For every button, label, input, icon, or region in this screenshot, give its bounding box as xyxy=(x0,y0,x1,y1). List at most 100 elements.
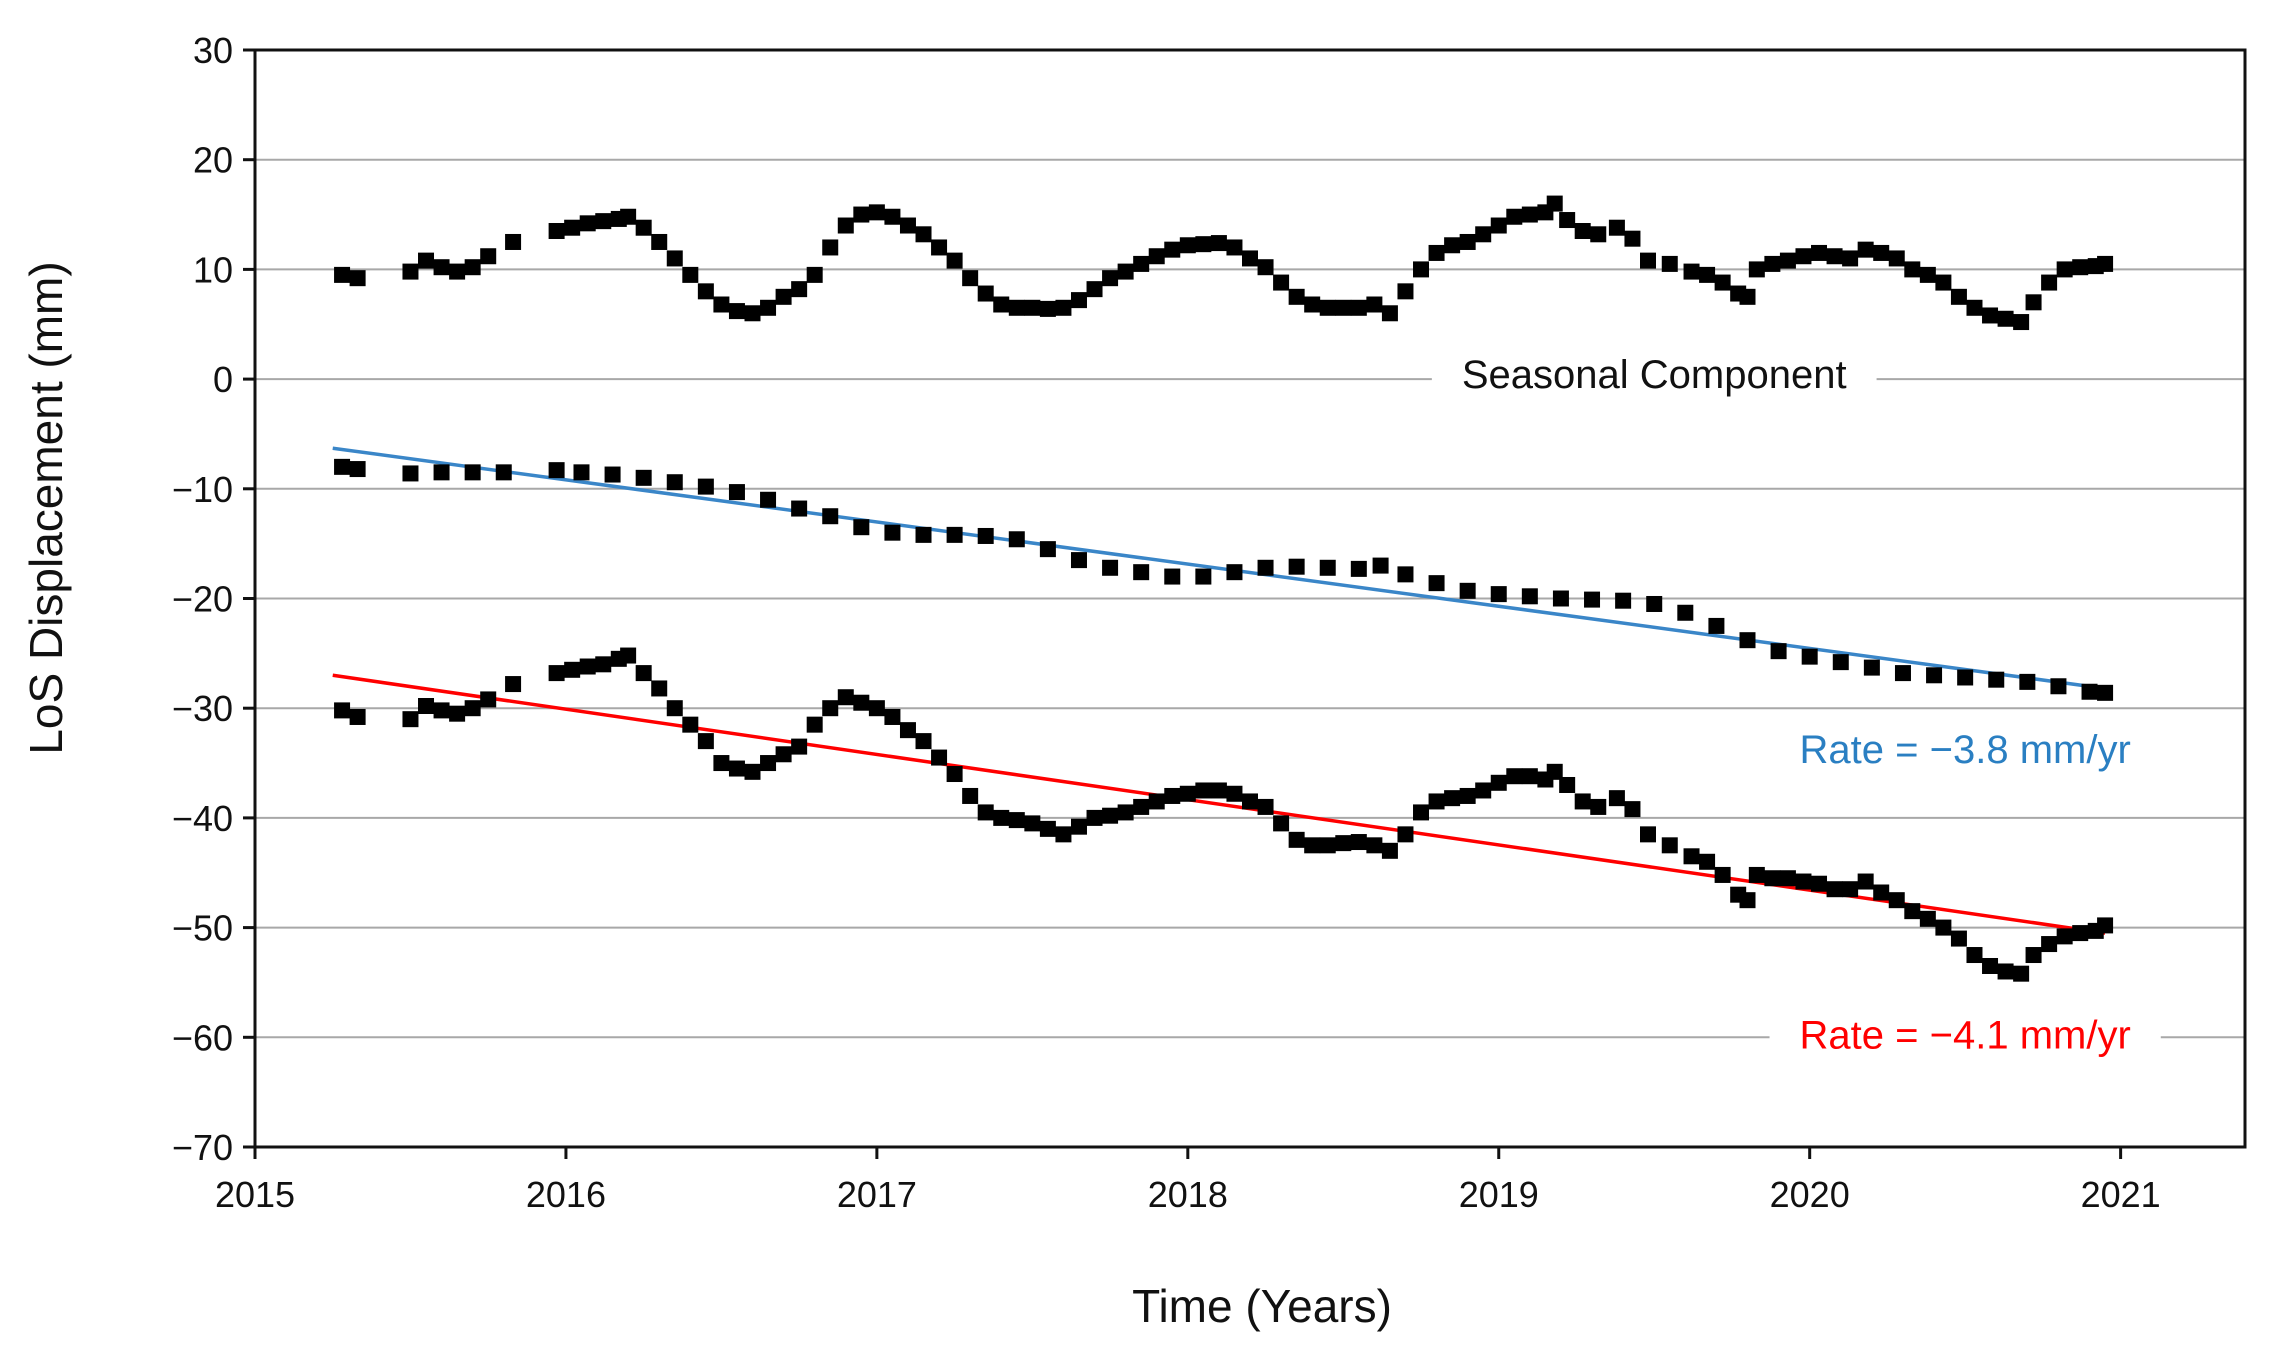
data-point xyxy=(1350,560,1367,577)
data-point xyxy=(1559,776,1576,793)
data-point xyxy=(1055,299,1072,316)
data-point xyxy=(1739,892,1756,909)
data-point xyxy=(1008,812,1025,829)
data-point xyxy=(2041,936,2058,953)
data-point xyxy=(595,656,612,673)
data-point xyxy=(1273,274,1290,291)
data-point xyxy=(1842,881,1859,898)
annotations: Seasonal Component Rate = −3.8 mm/yr Rate … xyxy=(1431,346,2161,1064)
data-point xyxy=(1195,236,1212,253)
data-point xyxy=(1574,793,1591,810)
data-point xyxy=(2013,965,2030,982)
data-point xyxy=(1677,604,1694,621)
data-point xyxy=(1801,648,1818,665)
data-point xyxy=(495,464,512,481)
data-point xyxy=(1366,837,1383,854)
data-point xyxy=(480,248,497,265)
trend-line xyxy=(332,673,2106,935)
data-point xyxy=(2019,673,2036,690)
y-tick-label: −50 xyxy=(172,908,233,949)
data-point xyxy=(1661,255,1678,272)
data-point xyxy=(962,787,979,804)
data-point xyxy=(2097,684,2114,701)
data-point xyxy=(1210,782,1227,799)
data-point xyxy=(579,215,596,232)
data-point xyxy=(1714,866,1731,883)
data-point xyxy=(1381,305,1398,322)
x-tick-label: 2015 xyxy=(215,1174,295,1215)
y-tick-label: 30 xyxy=(193,30,233,71)
data-point xyxy=(1950,288,1967,305)
x-tick-label: 2021 xyxy=(2081,1174,2161,1215)
data-point xyxy=(1372,557,1389,574)
data-point xyxy=(977,285,994,302)
data-point xyxy=(1102,559,1119,576)
data-point xyxy=(505,233,522,250)
data-point xyxy=(620,647,637,664)
data-point xyxy=(899,217,916,234)
data-point xyxy=(1319,837,1336,854)
data-point xyxy=(1257,259,1274,276)
data-point xyxy=(1873,884,1890,901)
annotation-label: Rate = −3.8 mm/yr xyxy=(1800,728,2131,772)
data-point xyxy=(1811,244,1828,261)
data-point xyxy=(915,226,932,243)
data-point xyxy=(573,464,590,481)
data-point xyxy=(2025,294,2042,311)
data-point xyxy=(1070,818,1087,835)
data-point xyxy=(433,464,450,481)
x-tick-label: 2017 xyxy=(837,1174,917,1215)
data-point xyxy=(1683,263,1700,280)
data-point xyxy=(2072,925,2089,942)
y-tick-label: −40 xyxy=(172,798,233,839)
data-point xyxy=(1288,558,1305,575)
data-point xyxy=(1257,559,1274,576)
data-point xyxy=(1459,233,1476,250)
data-point xyxy=(2041,274,2058,291)
data-point xyxy=(1997,963,2014,980)
data-point xyxy=(1699,266,1716,283)
data-point xyxy=(1366,296,1383,313)
data-point xyxy=(728,760,745,777)
grid-lines xyxy=(255,158,2245,1039)
data-point xyxy=(2025,947,2042,964)
data-point xyxy=(1319,299,1336,316)
data-point xyxy=(728,484,745,501)
data-point xyxy=(931,239,948,256)
data-point xyxy=(635,469,652,486)
data-point xyxy=(1779,870,1796,887)
data-point xyxy=(1350,299,1367,316)
data-point xyxy=(884,524,901,541)
data-point xyxy=(2013,314,2030,331)
data-point xyxy=(1490,217,1507,234)
data-point xyxy=(744,305,761,322)
data-point xyxy=(713,296,730,313)
data-point xyxy=(1444,237,1461,254)
data-point xyxy=(1608,219,1625,236)
data-point xyxy=(1552,590,1569,607)
data-point xyxy=(993,809,1010,826)
data-point xyxy=(1857,873,1874,890)
data-point xyxy=(682,266,699,283)
data-point xyxy=(931,749,948,766)
data-point xyxy=(1226,785,1243,802)
data-point xyxy=(651,680,668,697)
data-point xyxy=(1133,564,1150,581)
data-point xyxy=(1506,208,1523,225)
data-point xyxy=(1413,261,1430,278)
data-point xyxy=(1826,881,1843,898)
data-point xyxy=(1521,768,1538,785)
data-point xyxy=(1966,299,1983,316)
data-point xyxy=(728,303,745,320)
data-point xyxy=(1894,665,1911,682)
data-point xyxy=(1164,241,1181,258)
data-point xyxy=(1490,774,1507,791)
data-point xyxy=(349,270,366,287)
data-point xyxy=(1039,541,1056,558)
data-point xyxy=(1608,790,1625,807)
data-point xyxy=(1661,837,1678,854)
data-point xyxy=(666,700,683,717)
annotation-background xyxy=(1431,346,1877,403)
data-point xyxy=(1475,226,1492,243)
data-point xyxy=(1624,801,1641,818)
